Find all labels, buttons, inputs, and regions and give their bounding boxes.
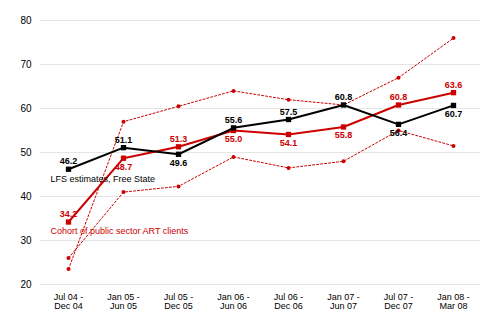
svg-text:70: 70 (20, 59, 32, 70)
svg-text:48.7: 48.7 (115, 162, 133, 172)
svg-text:51.1: 51.1 (115, 135, 133, 145)
svg-text:40: 40 (20, 191, 32, 202)
svg-text:54.1: 54.1 (280, 138, 298, 148)
svg-text:LFS estimates, Free State: LFS estimates, Free State (51, 174, 156, 184)
svg-text:Jan 08 -Mar 08: Jan 08 -Mar 08 (437, 292, 470, 311)
svg-text:60.7: 60.7 (445, 109, 463, 119)
svg-text:34.2: 34.2 (60, 209, 78, 219)
svg-text:80: 80 (20, 15, 32, 26)
svg-text:49.6: 49.6 (170, 158, 188, 168)
svg-text:Jul 07 -Dec 07: Jul 07 -Dec 07 (384, 292, 414, 311)
svg-text:Jul 06 -Dec 06: Jul 06 -Dec 06 (274, 292, 304, 311)
svg-text:60: 60 (20, 103, 32, 114)
svg-text:30: 30 (20, 235, 32, 246)
svg-text:Cohort of public sector ART cl: Cohort of public sector ART clients (51, 226, 189, 236)
svg-text:60.8: 60.8 (390, 92, 408, 102)
svg-text:Jan 06 -Jun 06: Jan 06 -Jun 06 (217, 292, 250, 311)
svg-text:Jul 05 -Dec 05: Jul 05 -Dec 05 (164, 292, 194, 311)
svg-text:Jan 07 -Jun 07: Jan 07 -Jun 07 (327, 292, 360, 311)
svg-text:60.8: 60.8 (335, 92, 353, 102)
svg-text:20: 20 (20, 279, 32, 290)
svg-text:50: 50 (20, 147, 32, 158)
svg-text:Jan 05 -Jun 05: Jan 05 -Jun 05 (107, 292, 140, 311)
svg-text:Jul 04 -Dec 04: Jul 04 -Dec 04 (54, 292, 84, 311)
svg-text:55.0: 55.0 (225, 134, 243, 144)
svg-text:57.5: 57.5 (280, 107, 298, 117)
svg-text:63.6: 63.6 (445, 80, 463, 90)
svg-text:46.2: 46.2 (60, 156, 78, 166)
svg-text:56.4: 56.4 (390, 128, 408, 138)
svg-text:55.6: 55.6 (225, 115, 243, 125)
svg-text:51.3: 51.3 (170, 134, 188, 144)
svg-text:55.8: 55.8 (335, 130, 353, 140)
